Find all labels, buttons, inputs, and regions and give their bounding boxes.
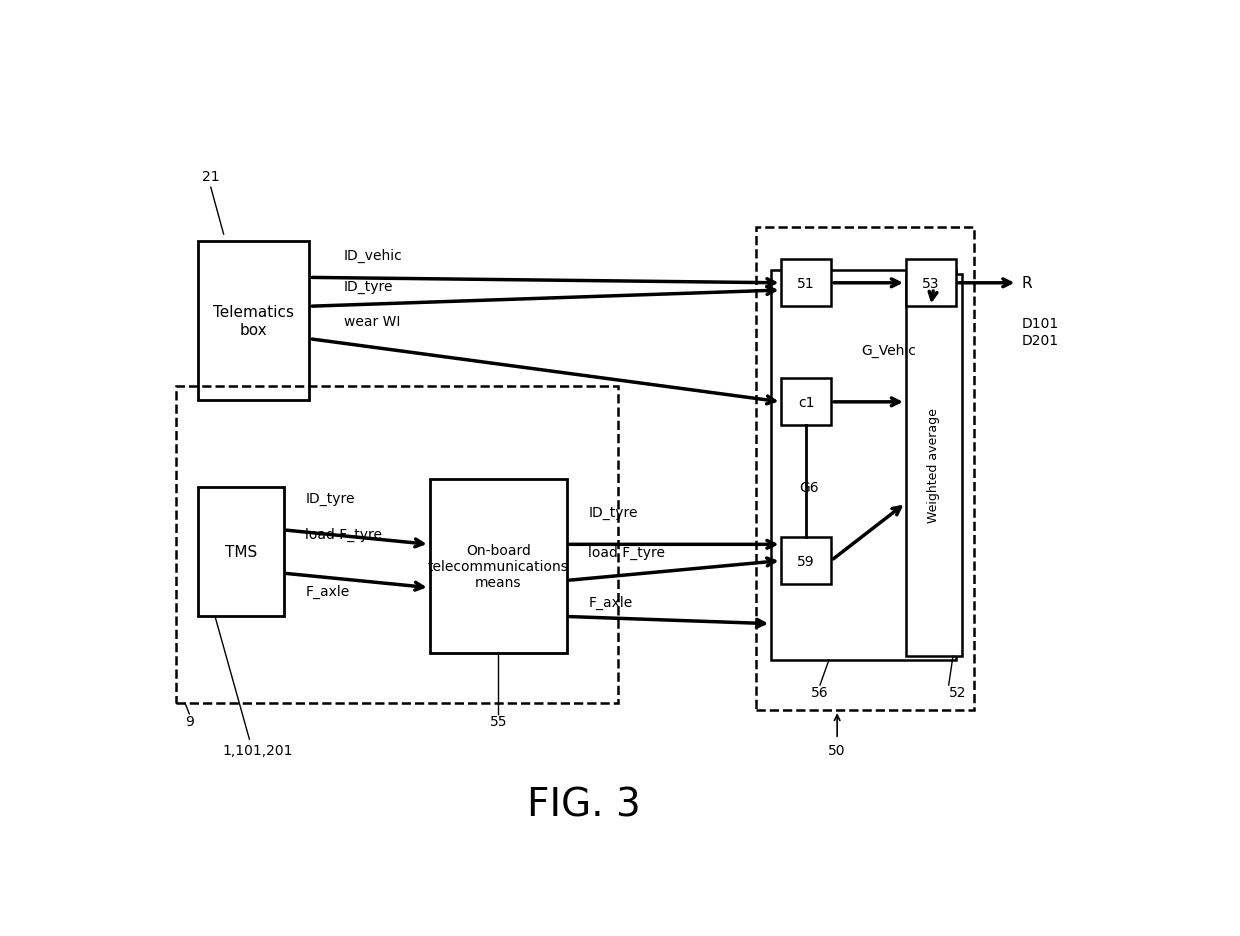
Text: TMS: TMS	[224, 545, 257, 560]
Text: F_axle: F_axle	[305, 585, 350, 599]
Text: 1,101,201: 1,101,201	[223, 743, 293, 757]
FancyBboxPatch shape	[429, 480, 567, 653]
Text: D101
D201: D101 D201	[1022, 317, 1059, 347]
FancyBboxPatch shape	[198, 242, 310, 401]
Text: ID_tyre: ID_tyre	[343, 280, 393, 294]
FancyBboxPatch shape	[781, 260, 831, 307]
FancyBboxPatch shape	[781, 379, 831, 426]
Text: 52: 52	[949, 685, 966, 699]
Text: 21: 21	[202, 170, 219, 184]
FancyBboxPatch shape	[905, 274, 961, 656]
Text: 59: 59	[797, 554, 815, 568]
Text: FIG. 3: FIG. 3	[527, 785, 641, 823]
FancyBboxPatch shape	[198, 487, 284, 617]
Text: G_Vehic: G_Vehic	[862, 344, 916, 358]
Text: ID_tyre: ID_tyre	[588, 505, 637, 519]
Text: Weighted average: Weighted average	[928, 408, 940, 523]
Text: F_axle: F_axle	[588, 595, 632, 609]
Text: load F_tyre: load F_tyre	[588, 545, 666, 559]
Text: load F_tyre: load F_tyre	[305, 527, 382, 541]
FancyBboxPatch shape	[905, 260, 956, 307]
Text: 53: 53	[921, 276, 940, 290]
Text: ID_vehic: ID_vehic	[343, 248, 403, 262]
Text: On-board
telecommunications
means: On-board telecommunications means	[428, 543, 569, 590]
Text: 9: 9	[185, 714, 193, 728]
Text: c1: c1	[799, 395, 815, 409]
Text: wear WI: wear WI	[343, 314, 401, 329]
Text: 51: 51	[797, 276, 815, 290]
Text: G6: G6	[799, 480, 818, 494]
Text: R: R	[1022, 275, 1032, 290]
Text: ID_tyre: ID_tyre	[305, 491, 355, 505]
FancyBboxPatch shape	[771, 271, 956, 660]
Text: 56: 56	[811, 685, 828, 699]
Text: 50: 50	[828, 743, 846, 757]
FancyBboxPatch shape	[781, 537, 831, 584]
Text: 55: 55	[490, 714, 507, 728]
Text: Telematics
box: Telematics box	[213, 305, 294, 338]
